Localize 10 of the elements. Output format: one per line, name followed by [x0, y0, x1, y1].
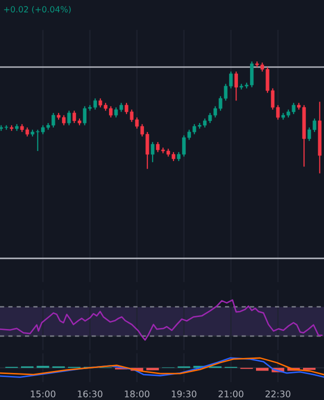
- x-tick-label: 21:00: [218, 390, 244, 398]
- text: +0.02 (+0.04%): [4, 6, 71, 14]
- x-tick-label: 15:00: [30, 390, 56, 398]
- x-tick-label: 19:30: [172, 390, 196, 398]
- x-tick-label: 16:30: [78, 390, 102, 398]
- x-tick-label: 18:00: [124, 390, 150, 398]
- candlestick: [150, 141, 154, 163]
- candlestick: [234, 71, 238, 102]
- x-tick-label: 22:30: [266, 390, 290, 398]
- candlestick: [67, 110, 71, 126]
